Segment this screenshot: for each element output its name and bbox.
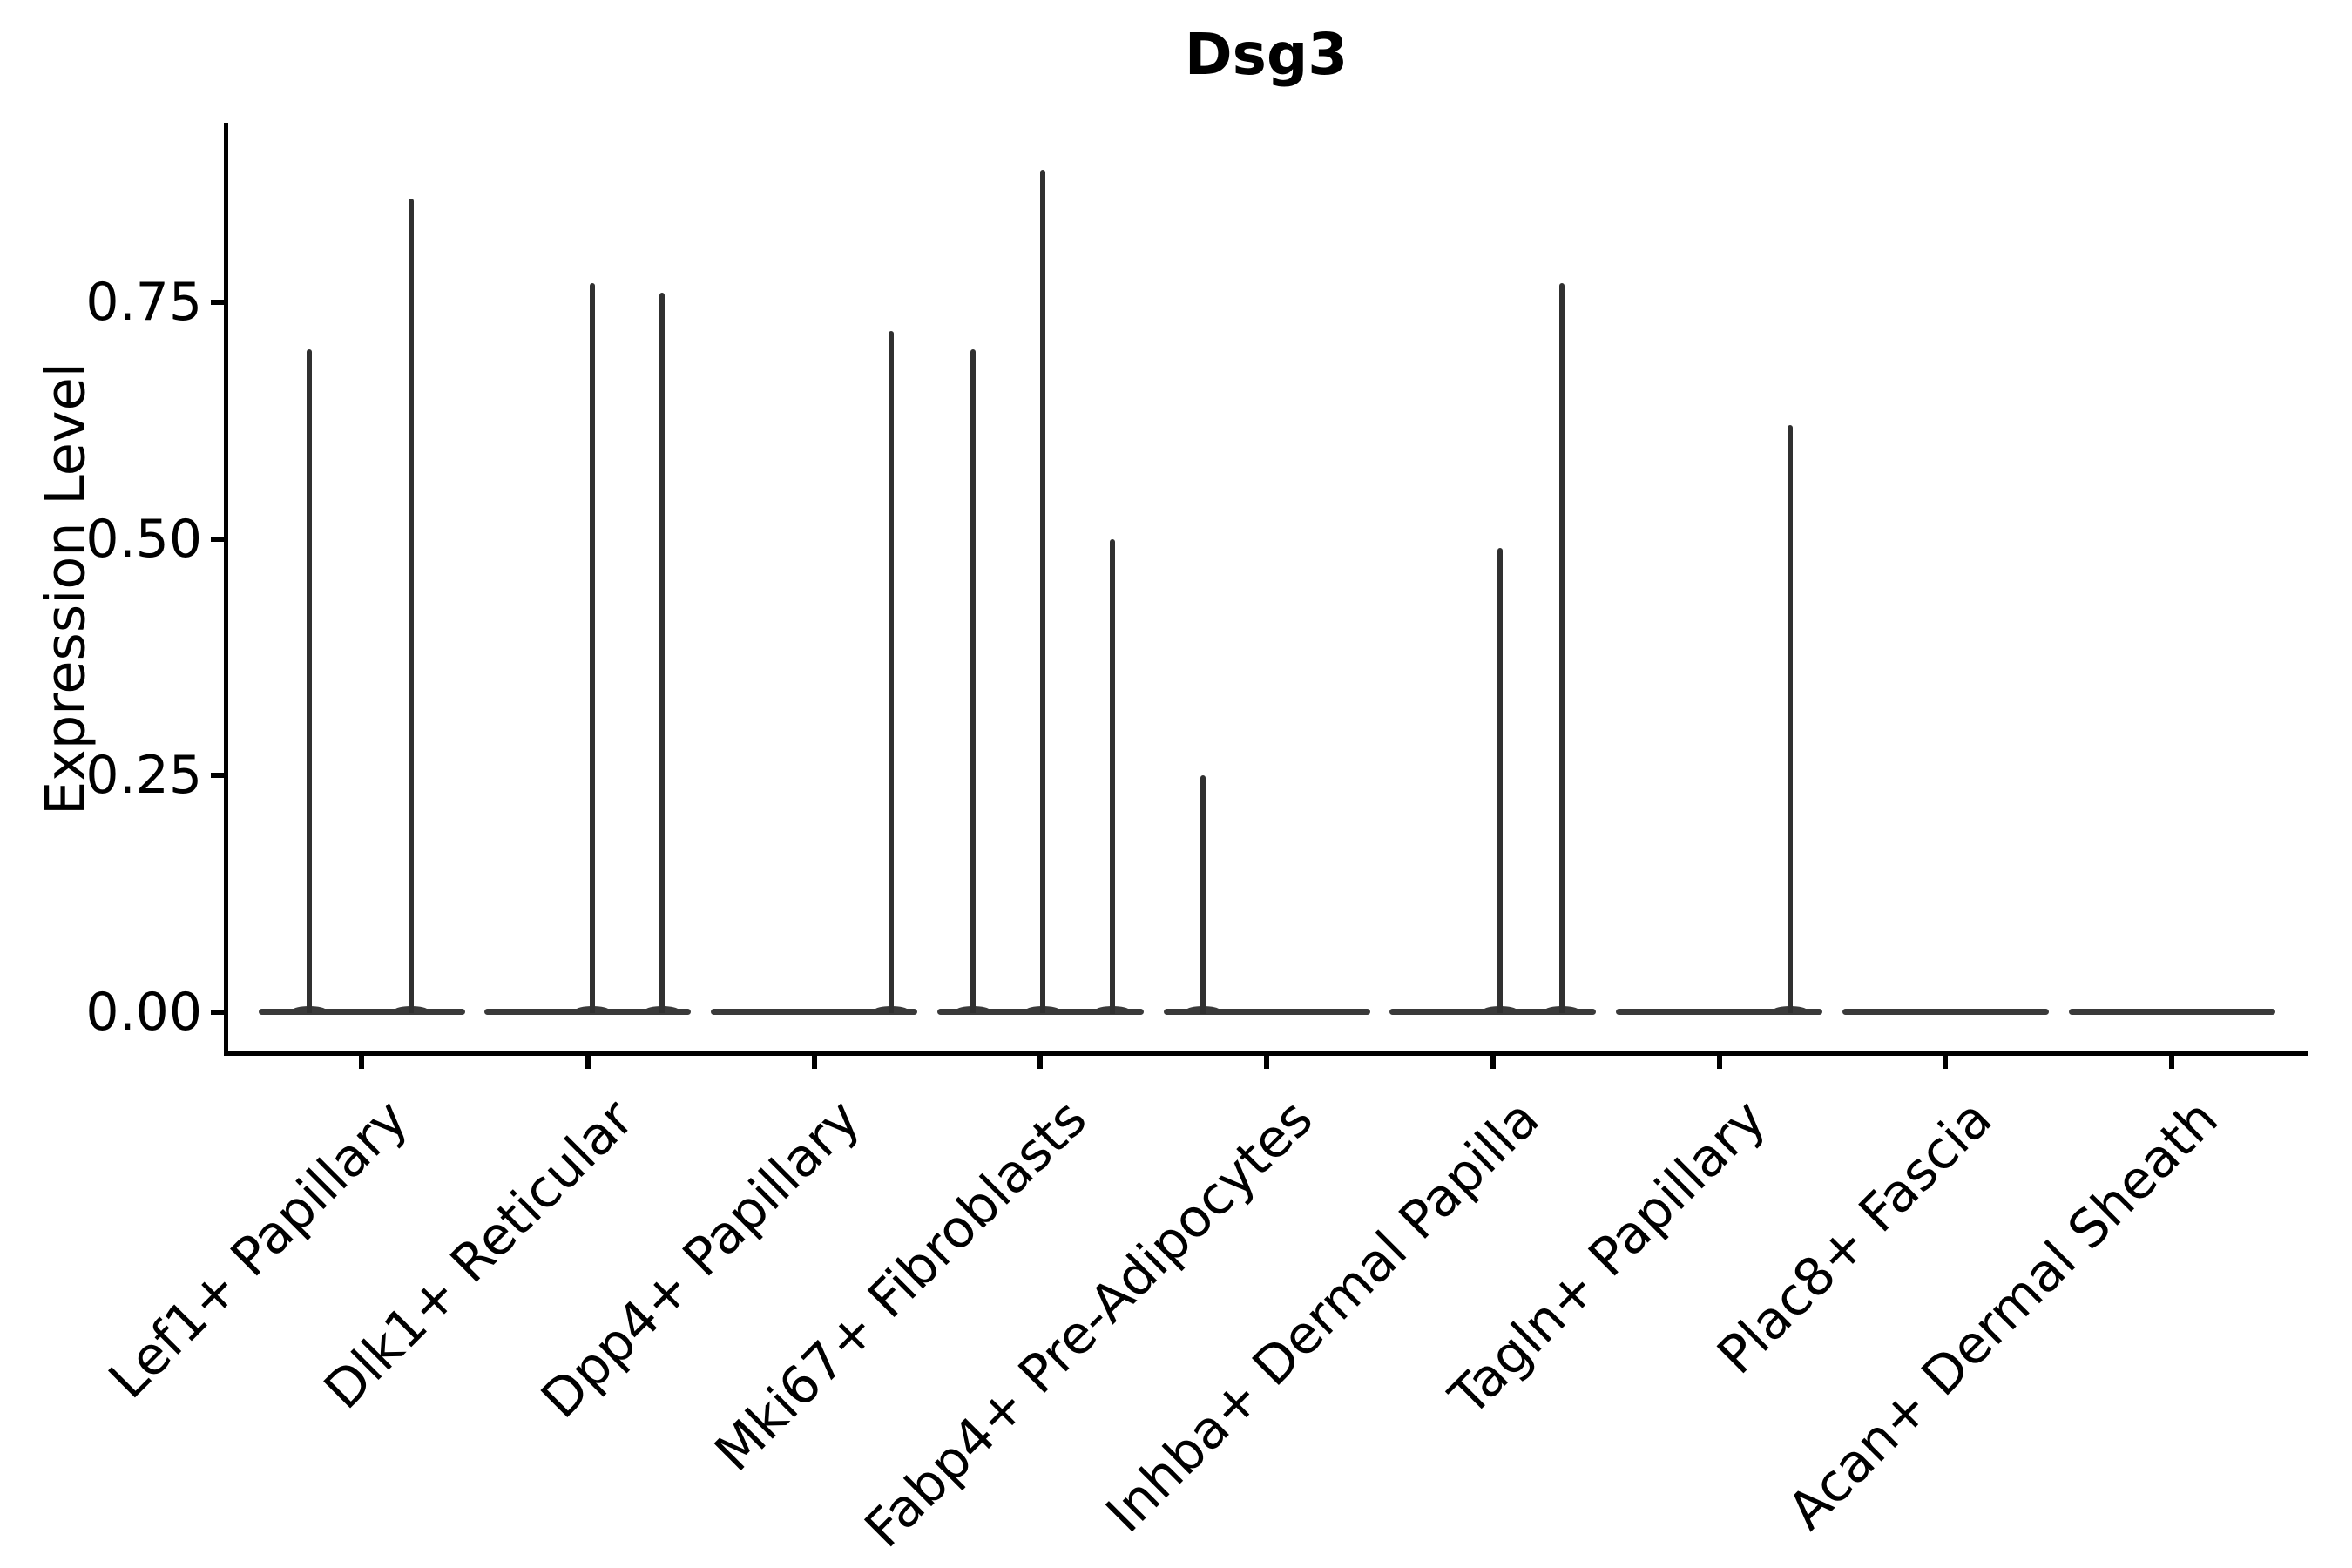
violin-zero-baseline: [1616, 1009, 1822, 1015]
x-tick-label: Fabp4+ Pre-Adipocytes: [853, 1088, 1325, 1560]
violin-zero-baseline: [258, 1009, 465, 1015]
violin-spike: [589, 283, 595, 1014]
violin-spike: [659, 293, 665, 1014]
x-tick-mark: [1716, 1056, 1722, 1069]
violin-spike: [1787, 425, 1793, 1014]
violin-zero-baseline: [2068, 1009, 2275, 1015]
violin-zero-baseline: [1842, 1009, 2049, 1015]
violin-spike: [1110, 538, 1116, 1014]
y-tick-mark: [211, 536, 224, 542]
x-tick-mark: [1490, 1056, 1496, 1069]
x-tick-mark: [359, 1056, 364, 1069]
violin-spike: [888, 330, 894, 1014]
x-tick-mark: [1943, 1056, 1949, 1069]
x-tick-label: Inhba+ Dermal Papilla: [1094, 1088, 1551, 1544]
violin-spike: [1497, 548, 1503, 1014]
violin-spike: [970, 349, 977, 1014]
y-tick-label: 0.75: [85, 272, 202, 333]
x-tick-mark: [811, 1056, 817, 1069]
x-tick-mark: [1264, 1056, 1269, 1069]
y-tick-label: 0.50: [85, 508, 202, 570]
violin-spike: [1558, 283, 1565, 1014]
violin-spike: [1040, 169, 1046, 1014]
violin-zero-baseline: [711, 1009, 917, 1015]
x-tick-mark: [585, 1056, 591, 1069]
violin-zero-baseline: [1163, 1009, 1370, 1015]
x-tick-label: Mki67+ Fibroblasts: [703, 1088, 1098, 1484]
y-tick-label: 0.25: [85, 745, 202, 806]
violin-spike: [409, 198, 414, 1014]
y-tick-mark: [211, 300, 224, 305]
y-tick-label: 0.00: [85, 981, 202, 1043]
violin-spike: [1200, 775, 1206, 1014]
x-tick-mark: [1037, 1056, 1044, 1069]
y-tick-mark: [211, 773, 224, 778]
bottom-axis-spine: [224, 1051, 2308, 1056]
violin-spike: [307, 349, 312, 1014]
chart-title: Dsg3: [1184, 21, 1348, 88]
y-tick-mark: [211, 1009, 224, 1015]
x-tick-mark: [2169, 1056, 2174, 1069]
left-axis-spine: [224, 123, 228, 1056]
x-tick-label: Acan+ Dermal Sheath: [1776, 1088, 2230, 1542]
